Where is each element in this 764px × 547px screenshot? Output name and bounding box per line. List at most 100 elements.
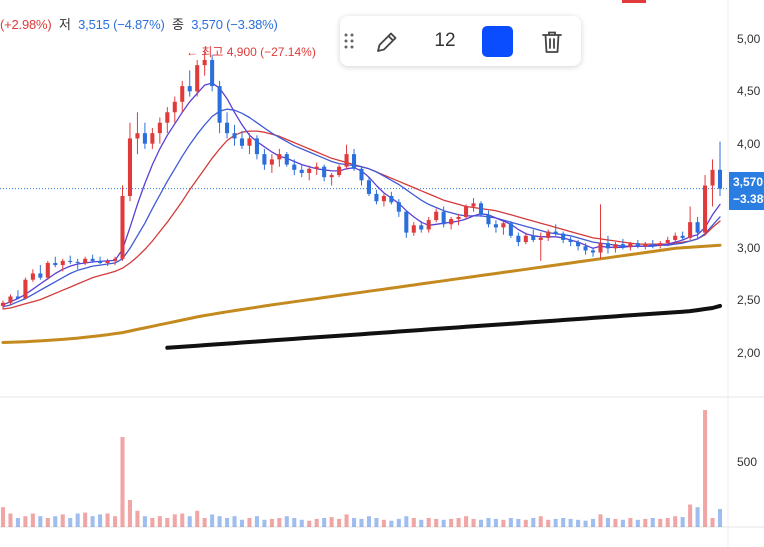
last-price-value: 3,570 <box>733 175 764 189</box>
candle-body <box>411 225 416 233</box>
volume-bar <box>658 518 663 527</box>
candle-body <box>277 154 282 160</box>
candle <box>23 277 28 300</box>
candle <box>135 112 140 155</box>
candle <box>210 54 215 92</box>
candle <box>127 122 133 202</box>
volume-bar <box>180 513 185 527</box>
candle-body <box>329 175 334 178</box>
candle-body <box>426 220 431 230</box>
candle <box>120 185 125 261</box>
volume-bar <box>553 518 558 527</box>
ma-fast-line <box>2 82 721 306</box>
candle <box>486 210 491 228</box>
line-width-button[interactable]: 12 <box>434 30 456 51</box>
candle <box>351 148 357 171</box>
close-label: 종 <box>172 17 184 32</box>
volume-bar <box>396 518 401 527</box>
ma-long-2-line <box>165 303 722 350</box>
volume-bar <box>434 518 439 527</box>
volume-bar <box>239 519 245 527</box>
candle <box>628 242 633 251</box>
volume-bar <box>366 516 372 527</box>
volume-bar <box>127 500 133 527</box>
volume-bar <box>478 519 484 527</box>
volume-bar <box>695 507 700 527</box>
candle <box>187 70 192 97</box>
volume-bar <box>493 518 498 527</box>
candle <box>172 96 177 123</box>
volume-bar <box>292 518 297 527</box>
candle-body <box>38 273 43 278</box>
volume-bar <box>165 518 170 527</box>
volume-bar <box>426 518 431 527</box>
candle <box>344 144 349 169</box>
trash-icon[interactable] <box>538 28 566 56</box>
candle <box>688 206 693 240</box>
candle-body <box>344 154 349 167</box>
candle <box>538 232 543 261</box>
candle <box>419 221 424 233</box>
y-tick-label: 2,50 <box>737 293 761 307</box>
candle <box>68 255 73 265</box>
candle-body <box>53 262 58 266</box>
volume-bar <box>523 519 528 527</box>
candle-body <box>404 211 409 233</box>
volume-bar <box>576 519 581 527</box>
candle <box>605 235 611 254</box>
candle-body <box>620 244 625 248</box>
candle <box>366 177 372 196</box>
volume-bar <box>673 516 678 527</box>
candle-body <box>553 231 558 234</box>
candle <box>717 141 723 196</box>
candle-body <box>374 193 379 202</box>
candle <box>239 131 245 149</box>
pencil-icon[interactable] <box>374 29 400 55</box>
candle-body <box>292 164 297 170</box>
volume-bar <box>8 513 13 527</box>
candlesticks[interactable] <box>0 49 723 310</box>
volume-bar <box>150 518 155 527</box>
volume-bar <box>590 518 596 527</box>
volume-bar <box>680 517 685 527</box>
volume-bar <box>217 516 222 527</box>
y-tick-label: 5,00 <box>737 32 761 46</box>
candle-body <box>658 243 663 246</box>
volume-bar <box>717 509 723 527</box>
candle-body <box>284 154 289 165</box>
volume-bar <box>486 518 491 527</box>
candle-body <box>351 154 357 169</box>
volume-bar <box>277 518 282 527</box>
volume-bar <box>605 518 611 527</box>
volume-bar <box>45 518 50 527</box>
volume-bar <box>254 516 259 527</box>
candle-body <box>710 169 715 186</box>
ma-mid-line <box>2 108 721 308</box>
volume-bar <box>157 516 162 527</box>
candle-body <box>628 243 633 248</box>
candle-body <box>717 169 723 189</box>
volume-bar <box>68 518 73 527</box>
candle-body <box>23 279 28 299</box>
color-swatch-button[interactable] <box>482 26 513 57</box>
candle-body <box>83 258 88 263</box>
candle-body <box>269 159 274 165</box>
volume-bar <box>546 519 551 527</box>
candle-body <box>576 242 581 247</box>
volume-bar <box>0 507 6 527</box>
drag-handle-icon[interactable] <box>344 32 354 50</box>
volume-bar <box>351 518 357 527</box>
volume-bar <box>195 510 200 527</box>
volume-bar <box>53 516 58 527</box>
candle-body <box>538 237 543 240</box>
volume-bar <box>314 518 319 527</box>
candle <box>650 239 655 249</box>
candle <box>277 148 282 167</box>
candle <box>635 239 640 249</box>
candle <box>83 256 88 266</box>
candle-body <box>381 196 386 202</box>
candle-body <box>195 65 200 92</box>
volume-bar <box>135 510 140 527</box>
volume-bar <box>568 518 573 527</box>
